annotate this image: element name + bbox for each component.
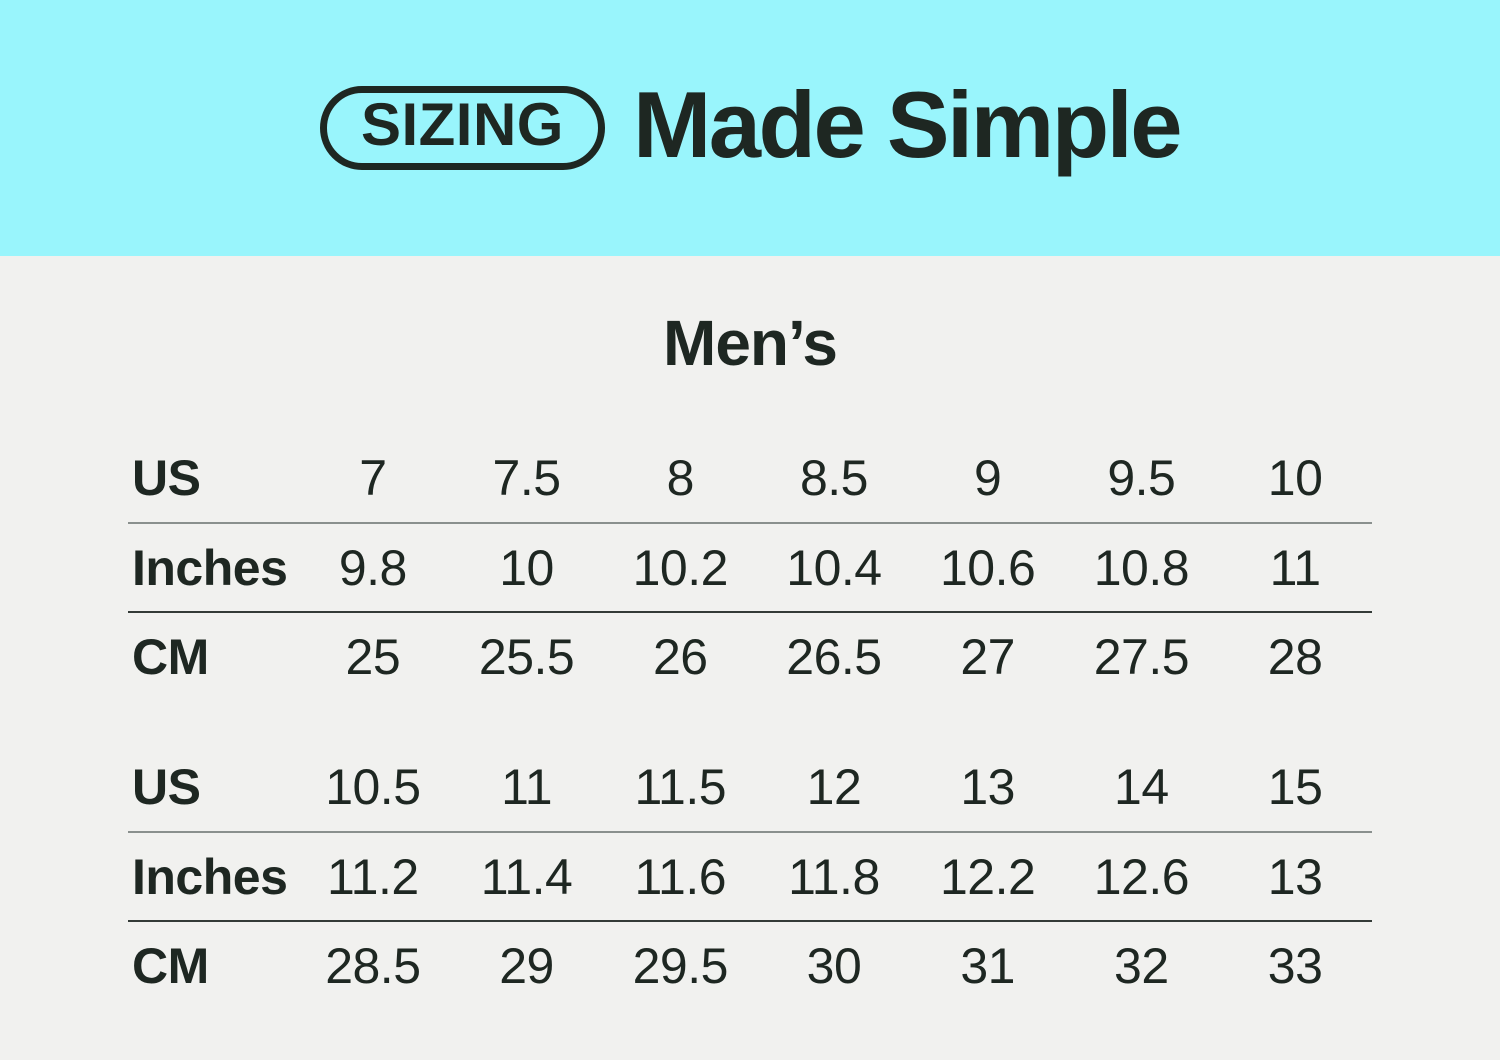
size-value: 27.5 (1093, 629, 1190, 685)
size-value: 11.6 (603, 832, 758, 922)
table-row-cm: CM 28.5 29 29.5 30 31 32 33 (128, 921, 1372, 1010)
size-value: 11 (1218, 523, 1372, 613)
size-value: 11.8 (757, 832, 911, 922)
row-label-cm: CM (132, 938, 209, 994)
size-value: 12 (757, 743, 911, 833)
size-value: 10 (449, 523, 604, 613)
size-value: 15 (1218, 743, 1372, 833)
size-value: 25 (345, 629, 401, 685)
size-value: 7 (296, 434, 450, 524)
size-value: 11.4 (449, 832, 604, 922)
size-value: 10.8 (1064, 523, 1219, 613)
size-value: 25.5 (478, 629, 575, 685)
row-label-us: US (128, 743, 296, 833)
size-value: 33 (1267, 938, 1323, 994)
table-row-us: US 10.5 11 11.5 12 13 14 15 (128, 743, 1372, 833)
mens-size-table-lower: US 10.5 11 11.5 12 13 14 15 Inches 11.2 11.4 11.6 11… (128, 743, 1372, 1010)
mens-size-table-upper: US 7 7.5 8 8.5 9 9.5 10 Inches 9.8 10 10.2 10.4 10.6 1… (128, 434, 1372, 701)
size-value: 26 (652, 629, 708, 685)
size-value: 32 (1114, 938, 1169, 994)
size-value: 11 (449, 743, 604, 833)
size-value: 10.2 (603, 523, 758, 613)
size-value: 14 (1064, 743, 1219, 833)
size-value: 9 (910, 434, 1065, 524)
size-value: 10 (1218, 434, 1372, 524)
row-label-inches: Inches (128, 832, 296, 922)
size-value: 27 (960, 629, 1015, 685)
size-value: 10.4 (757, 523, 911, 613)
size-value: 12.6 (1064, 832, 1219, 922)
header-banner: SIZING Made Simple (0, 0, 1500, 256)
size-value: 11.5 (603, 743, 758, 833)
size-value: 9.5 (1064, 434, 1219, 524)
size-value: 30 (806, 938, 862, 994)
size-value: 9.8 (296, 523, 450, 613)
size-value: 10.5 (296, 743, 450, 833)
row-label-us: US (128, 434, 296, 524)
table-row-us: US 7 7.5 8 8.5 9 9.5 10 (128, 434, 1372, 524)
table-row-inches: Inches 11.2 11.4 11.6 11.8 12.2 12.6 13 (128, 832, 1372, 922)
size-value: 28 (1267, 629, 1323, 685)
content-area: Men’s US 7 7.5 8 8.5 9 9.5 10 Inches 9.8 10 10.2 10.… (0, 256, 1500, 1010)
section-title-mens: Men’s (663, 307, 838, 379)
row-label-inches: Inches (128, 523, 296, 613)
size-value: 31 (960, 938, 1015, 994)
sizing-badge: SIZING (319, 86, 605, 170)
size-value: 13 (910, 743, 1065, 833)
size-value: 8 (603, 434, 758, 524)
banner-title: Made Simple (632, 72, 1183, 177)
size-value: 13 (1218, 832, 1372, 922)
size-value: 11.2 (296, 832, 450, 922)
sizing-badge-label: SIZING (360, 91, 564, 158)
size-value: 7.5 (449, 434, 604, 524)
table-row-inches: Inches 9.8 10 10.2 10.4 10.6 10.8 11 (128, 523, 1372, 613)
row-label-cm: CM (132, 629, 209, 685)
size-value: 12.2 (910, 832, 1065, 922)
size-value: 26.5 (786, 629, 882, 685)
size-value: 8.5 (757, 434, 911, 524)
size-value: 29.5 (632, 938, 729, 994)
table-row-cm: CM 25 25.5 26 26.5 27 27.5 28 (128, 612, 1372, 701)
size-value: 28.5 (325, 938, 421, 994)
size-value: 29 (499, 938, 554, 994)
size-value: 10.6 (910, 523, 1065, 613)
